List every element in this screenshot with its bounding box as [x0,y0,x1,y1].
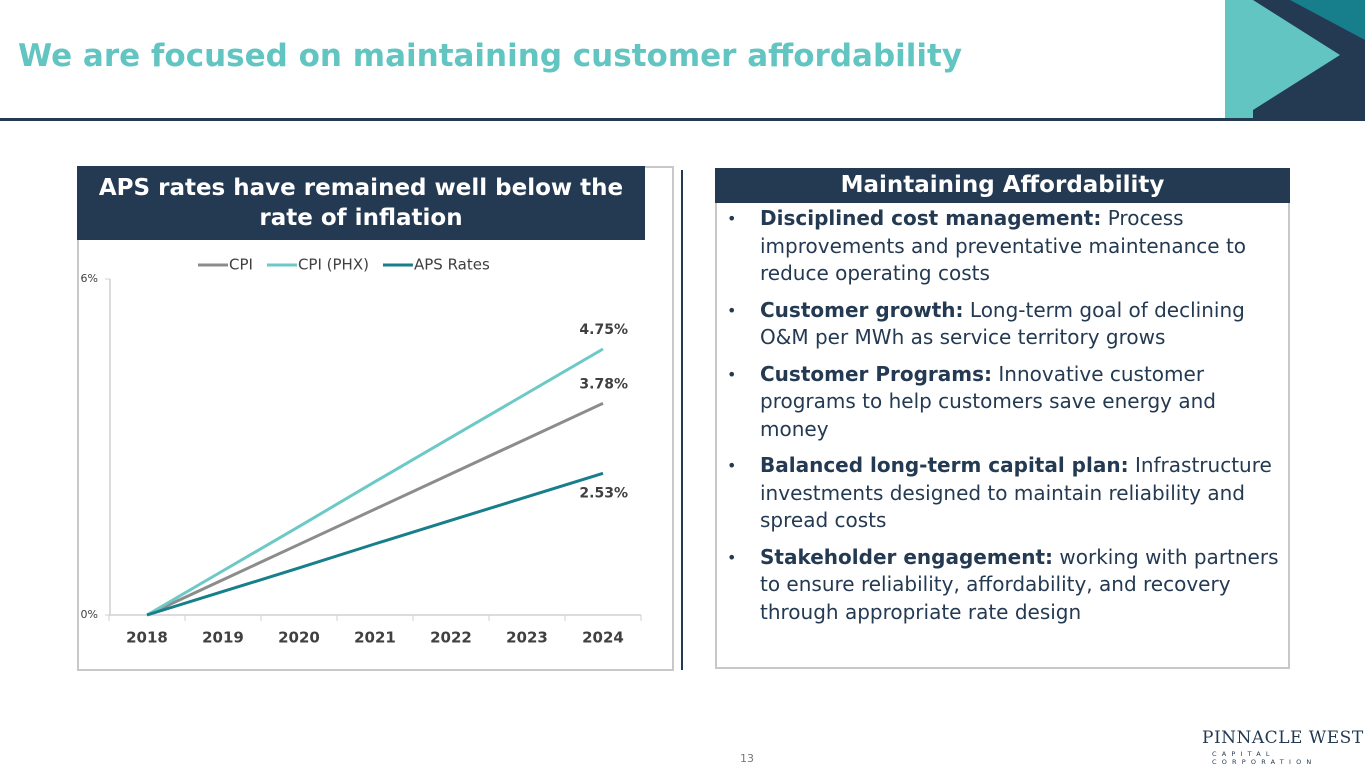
y-tick-label: 6% [81,272,98,285]
data-label: 4.75% [579,322,628,338]
y-tick-label: 0% [81,608,98,621]
x-tick-label: 2021 [354,629,396,647]
chart-header: APS rates have remained well below the r… [77,166,645,240]
legend-label: CPI (PHX) [298,256,369,274]
bullet-text: working with partners to ensure reliabil… [760,544,1279,624]
series-line [146,401,604,617]
x-tick-label: 2018 [126,629,168,647]
slide-title: We are focused on maintaining customer a… [18,38,963,74]
bullet-list: Disciplined cost management: Process imp… [727,205,1287,635]
bullet-text: Long-term goal of declining O&M per MWh … [760,297,1245,350]
header-rule [0,118,1365,121]
x-tick-label: 2024 [582,629,624,647]
legend-label: CPI [229,256,253,274]
bullet-lead: Customer Programs: [760,361,993,386]
logo-tagline: CAPITAL CORPORATION [1212,750,1317,766]
series-line [146,471,604,617]
x-tick-label: 2020 [278,629,320,647]
legend-label: APS Rates [414,256,490,274]
series-line [146,347,604,617]
bullet: Customer growth: Long-term goal of decli… [727,297,1287,352]
logo-name: PINNACLE WEST [1202,728,1364,748]
bullet-lead: Disciplined cost management: [760,206,1102,230]
x-tick-label: 2019 [202,629,244,647]
data-label: 3.78% [579,376,628,392]
x-tick-label: 2022 [430,629,472,647]
bullet-lead: Stakeholder engagement: [760,544,1054,569]
bullet: Stakeholder engagement: working with par… [727,544,1287,627]
bullet-text: Infrastructure investments designed to m… [760,453,1272,532]
bullet-text: Process improvements and preventative ma… [760,206,1247,285]
bullet-text: Innovative customer programs to help cus… [760,361,1216,441]
bullet: Customer Programs: Innovative customer p… [727,361,1287,444]
bullets-header: Maintaining Affordability [715,168,1290,203]
x-tick-label: 2023 [506,629,548,647]
page-number: 13 [740,752,754,765]
bullet-lead: Balanced long-term capital plan: [760,453,1129,477]
divider [681,170,683,670]
data-label: 2.53% [579,485,628,501]
corner-decoration [1225,0,1365,120]
bullet-lead: Customer growth: [760,297,964,322]
bullet: Disciplined cost management: Process imp… [727,205,1287,288]
bullet: Balanced long-term capital plan: Infrast… [727,452,1287,535]
